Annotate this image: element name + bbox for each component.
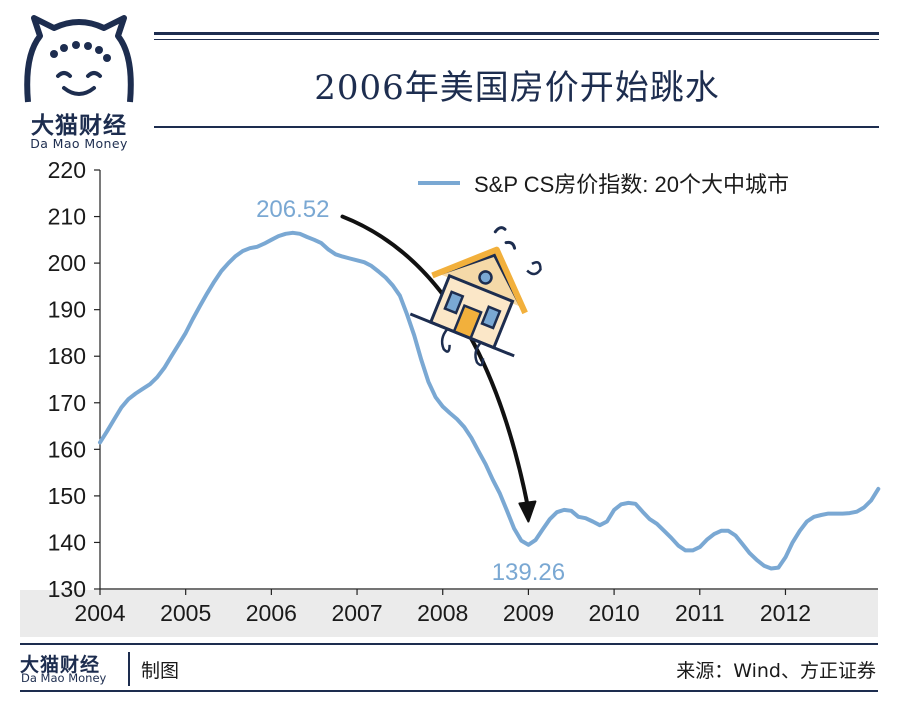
legend-label: S&P CS房价指数: 20个大中城市 [474, 172, 789, 197]
legend: S&P CS房价指数: 20个大中城市 [418, 172, 789, 197]
x-tick-label: 2009 [503, 600, 554, 626]
title-rule-top-thin [154, 39, 879, 40]
y-tick-label: 140 [48, 529, 86, 555]
y-tick-label: 170 [48, 390, 86, 416]
falling-house-icon [409, 226, 542, 367]
footer-brand-en: Da Mao Money [21, 671, 107, 685]
page-title: 2006年美国房价开始跳水 [314, 68, 720, 108]
x-tick-label: 2007 [331, 600, 382, 626]
x-axis: 2004 2005 2006 2007 2008 2009 2010 2011 2012 [74, 589, 811, 626]
title-rule-top [154, 32, 879, 35]
y-tick-label: 180 [48, 343, 86, 369]
y-tick-label: 150 [48, 483, 86, 509]
x-tick-label: 2010 [589, 600, 640, 626]
x-tick-label: 2011 [675, 600, 724, 626]
axis-band [20, 590, 878, 637]
data-label: 206.52 [256, 196, 329, 223]
footer-divider [128, 652, 130, 686]
y-tick-label: 190 [48, 297, 86, 323]
footer-rule-bottom [20, 690, 878, 692]
annotations: 206.52 139.26 [256, 196, 565, 586]
y-tick-label: 200 [48, 250, 86, 276]
brand-name-en: Da Mao Money [30, 136, 128, 151]
y-tick-label: 130 [48, 576, 86, 602]
y-tick-label: 220 [48, 157, 86, 183]
y-tick-label: 160 [48, 436, 86, 462]
brand-name-cn: 大猫财经 [31, 113, 127, 139]
x-tick-label: 2012 [760, 600, 811, 626]
data-label: 139.26 [492, 559, 565, 586]
footer-made-label: 制图 [141, 660, 180, 682]
brand-logo: 大猫财经 Da Mao Money [14, 14, 154, 151]
x-tick-label: 2005 [160, 600, 211, 626]
fall-arrow [340, 214, 537, 523]
arrow-head [518, 500, 537, 523]
y-axis: 130 140 150 160 170 180 190 200 210 220 [48, 157, 100, 602]
series-line [98, 230, 881, 571]
x-tick-label: 2006 [246, 600, 297, 626]
footer-brand-cn: 大猫财经 [20, 654, 101, 676]
title-rule-bottom [154, 126, 879, 128]
footer-rule-top [20, 643, 878, 645]
y-tick-label: 210 [48, 204, 86, 230]
x-tick-label: 2004 [74, 600, 125, 626]
footer-source: 来源：Wind、方正证券 [676, 660, 876, 682]
x-tick-label: 2008 [417, 600, 468, 626]
cat-face-icon [24, 15, 134, 103]
